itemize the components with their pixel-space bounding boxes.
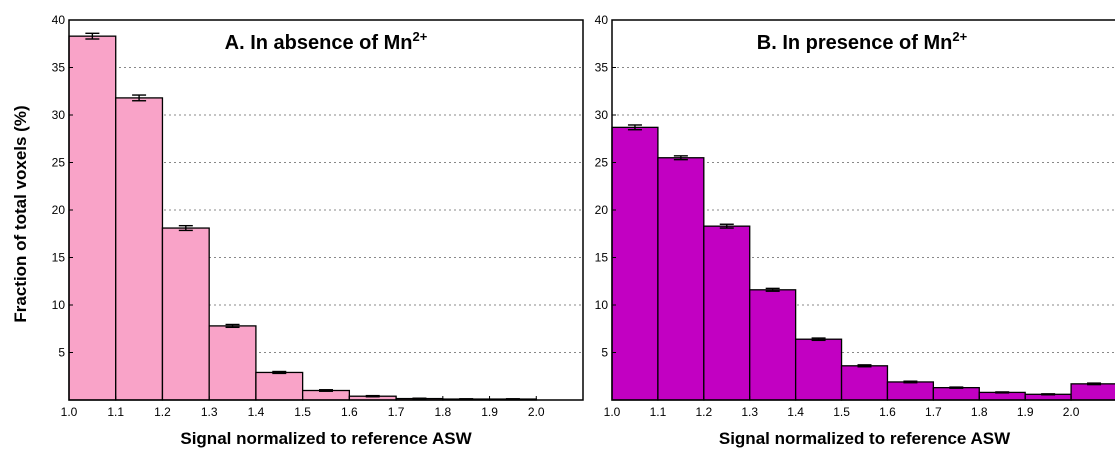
error-bar — [225, 323, 240, 329]
x-tick-label: 1.5 — [294, 405, 311, 419]
x-tick-label: 1.2 — [695, 405, 712, 419]
y-axis-label: Fraction of total voxels (%) — [11, 105, 30, 322]
y-tick-label: 5 — [601, 346, 608, 360]
x-tick-label: 1.8 — [434, 405, 451, 419]
x-tick-label: 1.0 — [604, 405, 621, 419]
x-tick-label: 1.9 — [1017, 405, 1034, 419]
error-bar — [1041, 393, 1056, 396]
x-tick-label: 1.3 — [201, 405, 218, 419]
y-tick-label: 15 — [52, 251, 66, 265]
panel-b: 5 10 15 20 25 30 35 40 1.0 1.1 1.2 1.3 1.4 1.5 1.6 1.7 1… — [595, 13, 1115, 448]
error-bar — [85, 32, 100, 40]
error-bar — [132, 94, 147, 102]
error-bar — [627, 124, 642, 131]
y-tick-label: 35 — [52, 61, 66, 75]
y-tick-label: 20 — [595, 203, 609, 217]
x-tick-label: 1.5 — [833, 405, 850, 419]
error-bar — [673, 155, 688, 161]
x-tick-label: 2.0 — [1063, 405, 1080, 419]
bar — [794, 338, 843, 401]
error-bar — [459, 398, 474, 401]
chart-title: A. In absence of Mn2+ — [225, 29, 428, 54]
error-bar — [178, 224, 193, 232]
x-tick-label: 1.8 — [971, 405, 988, 419]
error-bar — [365, 394, 380, 398]
x-tick-label: 1.9 — [481, 405, 498, 419]
y-tick-label: 30 — [52, 108, 66, 122]
error-bar — [903, 380, 918, 384]
x-tick-label: 1.4 — [248, 405, 265, 419]
x-axis-label: Signal normalized to reference ASW — [180, 429, 472, 448]
error-bar — [719, 223, 734, 229]
x-tick-label: 2.0 — [528, 405, 545, 419]
bar — [886, 381, 935, 401]
x-tick-label: 1.6 — [879, 405, 896, 419]
y-tick-label: 35 — [595, 61, 609, 75]
bar — [703, 225, 751, 401]
y-tick-label: 15 — [595, 251, 609, 265]
y-tick-label: 25 — [52, 156, 66, 170]
error-bar — [995, 391, 1010, 394]
x-tick-label: 1.3 — [741, 405, 758, 419]
error-bar — [505, 398, 520, 401]
error-bar — [1087, 382, 1102, 386]
y-tick-label: 20 — [52, 203, 66, 217]
bar — [208, 325, 257, 401]
y-tick-label: 10 — [52, 298, 66, 312]
bar — [657, 157, 705, 401]
bar — [161, 227, 210, 401]
y-tick-label: 25 — [595, 156, 609, 170]
x-tick-label: 1.1 — [107, 405, 124, 419]
y-tick-label: 30 — [595, 108, 609, 122]
bar — [1070, 383, 1115, 401]
x-tick-label: 1.2 — [154, 405, 171, 419]
error-bar — [272, 370, 287, 375]
error-bar — [857, 364, 872, 368]
bar — [68, 35, 117, 401]
y-tick-label: 5 — [58, 346, 65, 360]
bar — [255, 371, 304, 401]
panel-a: 5 10 15 20 25 30 35 40 1.0 1.1 1.2 1.3 1.4 1.5 1.6 1.7 1… — [52, 13, 584, 448]
error-bar — [811, 337, 826, 342]
bar — [749, 289, 797, 401]
bar — [115, 97, 164, 401]
x-tick-label: 1.4 — [787, 405, 804, 419]
x-axis-label: Signal normalized to reference ASW — [719, 429, 1011, 448]
x-tick-label: 1.7 — [388, 405, 405, 419]
chart-title: B. In presence of Mn2+ — [757, 29, 968, 54]
error-bar — [949, 386, 964, 389]
y-tick-label: 10 — [595, 298, 609, 312]
bar — [932, 386, 980, 401]
y-tick-label: 40 — [52, 13, 66, 27]
x-tick-label: 1.7 — [925, 405, 942, 419]
y-tick-label: 40 — [595, 13, 609, 27]
bar — [611, 126, 659, 401]
x-tick-label: 1.0 — [61, 405, 78, 419]
error-bar — [412, 397, 427, 400]
x-tick-label: 1.6 — [341, 405, 358, 419]
error-bar — [319, 389, 333, 392]
x-tick-label: 1.1 — [650, 405, 667, 419]
error-bar — [765, 287, 780, 292]
bar — [840, 365, 889, 401]
